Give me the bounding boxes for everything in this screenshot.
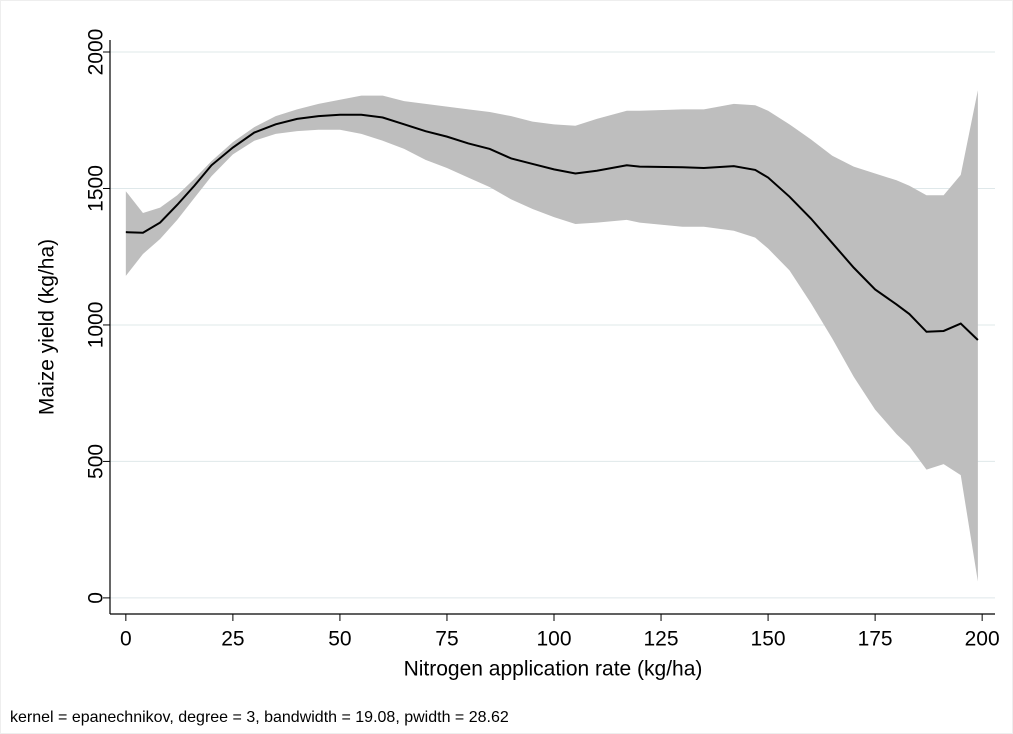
plot-area xyxy=(125,90,979,582)
x-tick-label: 125 xyxy=(644,628,679,651)
y-tick-label: 2000 xyxy=(85,29,108,76)
confidence-band xyxy=(125,90,978,582)
x-tick-label: 150 xyxy=(751,628,786,651)
y-tick-label: 500 xyxy=(85,444,108,479)
x-tick-label: 75 xyxy=(435,628,458,651)
x-tick-label: 100 xyxy=(536,628,571,651)
x-tick-label: 0 xyxy=(120,628,132,651)
grid xyxy=(110,51,995,599)
x-tick-label: 25 xyxy=(221,628,244,651)
y-axis-label: Maize yield (kg/ha) xyxy=(36,239,59,415)
note: kernel = epanechnikov, degree = 3, bandw… xyxy=(10,709,509,726)
x-axis-label: Nitrogen application rate (kg/ha) xyxy=(404,658,703,681)
x-tick-label: 200 xyxy=(965,628,1000,651)
y-tick-label: 1000 xyxy=(85,302,108,349)
y-tick-label: 0 xyxy=(85,592,108,604)
y-tick-label: 1500 xyxy=(85,165,108,212)
smooth-line xyxy=(125,113,979,341)
x-tick-label: 175 xyxy=(858,628,893,651)
x-tick-label: 50 xyxy=(328,628,351,651)
